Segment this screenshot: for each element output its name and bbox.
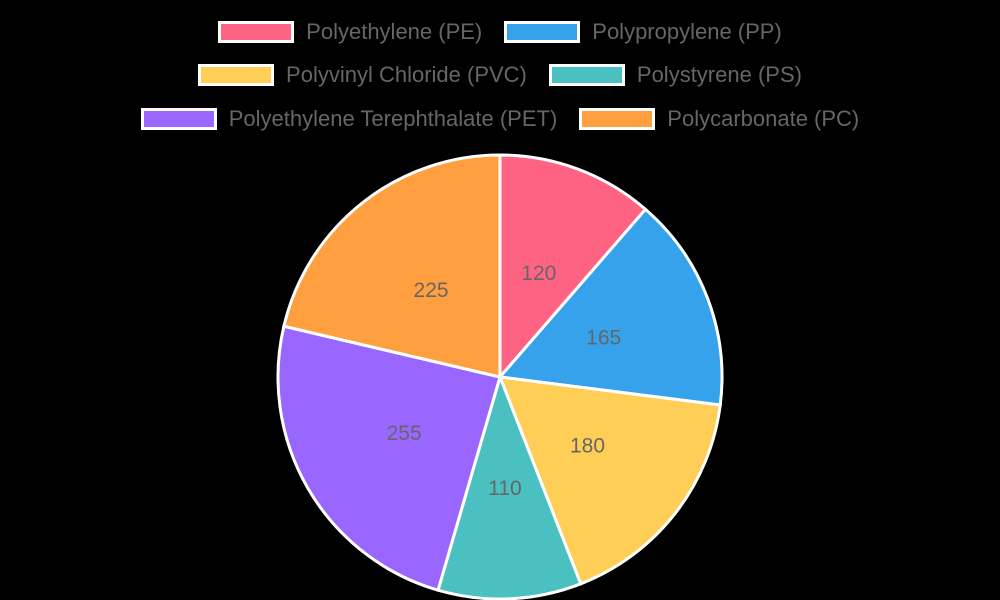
legend-item-pp[interactable]: Polypropylene (PP) [504, 19, 782, 45]
legend-row-3: Polyethylene Terephthalate (PET) Polycar… [0, 102, 1000, 136]
legend-row-1: Polyethylene (PE) Polypropylene (PP) [0, 15, 1000, 49]
legend-swatch-pet [140, 108, 217, 130]
legend-swatch-pe [218, 21, 295, 43]
pie-data-labels: 120 165 180 110 255 225 [387, 262, 622, 500]
pie-slice-pp[interactable] [497, 207, 724, 407]
legend-swatch-pvc [198, 64, 275, 86]
pie-slice-pvc[interactable] [497, 375, 722, 586]
legend-item-ps[interactable]: Polystyrene (PS) [548, 62, 802, 88]
data-label-pvc: 180 [570, 434, 605, 457]
legend-label-ps: Polystyrene (PS) [636, 62, 802, 87]
legend-item-pe[interactable]: Polyethylene (PE) [218, 19, 482, 45]
legend-item-pet[interactable]: Polyethylene Terephthalate (PET) [140, 106, 558, 132]
pie-slices [276, 153, 724, 600]
legend-swatch-pp [504, 21, 581, 43]
pie-slice-pet[interactable] [276, 324, 502, 593]
legend-row-2: Polyvinyl Chloride (PVC) Polystyrene (PS… [0, 58, 1000, 92]
legend-label-pc: Polycarbonate (PC) [667, 106, 860, 131]
legend-swatch-ps [548, 64, 625, 86]
legend-item-pc[interactable]: Polycarbonate (PC) [579, 106, 859, 132]
data-label-pe: 120 [521, 262, 556, 285]
pie-slice-pe[interactable] [498, 153, 648, 382]
data-label-pp: 165 [586, 326, 621, 349]
legend-label-pe: Polyethylene (PE) [306, 19, 483, 44]
data-label-ps: 110 [488, 477, 521, 500]
pie-slice-pc[interactable] [282, 153, 502, 379]
legend-item-pvc[interactable]: Polyvinyl Chloride (PVC) [198, 62, 527, 88]
legend-label-pet: Polyethylene Terephthalate (PET) [228, 106, 558, 131]
data-label-pc: 225 [414, 279, 449, 302]
data-label-pet: 255 [387, 422, 422, 445]
legend-label-pvc: Polyvinyl Chloride (PVC) [286, 62, 527, 87]
pie-slice-ps[interactable] [436, 372, 583, 600]
legend-swatch-pc [579, 108, 656, 130]
legend-label-pp: Polypropylene (PP) [592, 19, 782, 44]
